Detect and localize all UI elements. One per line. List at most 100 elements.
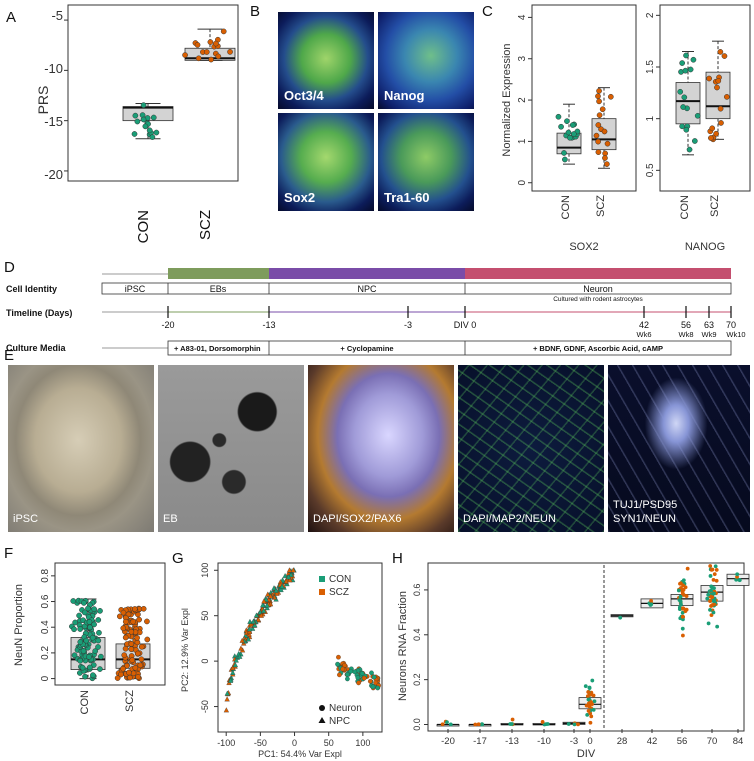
data-point xyxy=(70,598,77,604)
y-tick-label: 0 xyxy=(517,180,528,186)
neuron-point xyxy=(348,668,354,674)
map2-stain-label: DAPI/MAP2/NEUN xyxy=(463,513,556,525)
npc-point xyxy=(232,662,239,668)
data-point xyxy=(510,717,515,722)
data-point xyxy=(718,120,724,126)
npc-point xyxy=(274,590,280,596)
data-point xyxy=(676,588,681,593)
data-point xyxy=(132,664,139,671)
data-point xyxy=(72,619,79,626)
npc-point xyxy=(264,602,270,608)
x-tick-label: -100 xyxy=(217,738,235,748)
neuron-point xyxy=(359,671,365,676)
legend-npc: NPC xyxy=(329,716,350,727)
data-point xyxy=(690,56,697,63)
npc-point xyxy=(245,636,252,642)
data-point xyxy=(85,605,91,612)
npc-point xyxy=(271,585,277,591)
data-point xyxy=(678,606,682,611)
neuron-point xyxy=(355,675,361,680)
data-point xyxy=(213,40,219,47)
data-point xyxy=(618,615,623,620)
neuron-point xyxy=(342,663,348,668)
culture-media-row-box xyxy=(167,340,732,356)
data-point xyxy=(79,664,86,671)
tra160-label: Tra1-60 xyxy=(384,190,430,205)
data-point xyxy=(555,113,562,120)
data-point xyxy=(130,670,137,677)
data-point xyxy=(140,102,147,108)
data-point xyxy=(712,572,717,577)
npc-point xyxy=(252,622,258,628)
data-point xyxy=(114,675,121,681)
panel-a-ytick: -15 xyxy=(44,114,63,129)
legend-scz: SCZ xyxy=(329,587,349,598)
data-point xyxy=(709,125,716,132)
x-tick-label: -13 xyxy=(505,736,519,747)
data-point xyxy=(82,673,88,680)
data-point xyxy=(681,606,685,611)
data-point xyxy=(691,138,698,144)
npc-point xyxy=(223,707,230,713)
npc-point xyxy=(239,637,245,643)
data-point xyxy=(150,114,157,121)
data-point xyxy=(607,93,614,100)
panel-c-sox2-xtick-scz: SCZ xyxy=(595,195,607,217)
panel-h-boxes: 0.0 0.2 0.4 0.6 -20 -17 -13 -10 -3 0 28 42 56 70 84 xyxy=(412,564,750,747)
data-point xyxy=(604,140,611,147)
data-point xyxy=(98,653,104,660)
neuron-point xyxy=(336,654,341,660)
legend-con: CON xyxy=(329,574,351,585)
y-tick-label: 1 xyxy=(645,115,656,121)
npc-point xyxy=(238,645,244,651)
row-cell-identity: Cell Identity xyxy=(6,284,57,294)
npc-point xyxy=(255,616,262,622)
panel-a-chart: PRS -5 -10 -15 -20 CON SCZ xyxy=(35,4,239,243)
stage-eb: EBs xyxy=(210,284,227,294)
neuron-point xyxy=(369,670,374,676)
npc-point xyxy=(273,587,279,593)
data-point xyxy=(709,588,713,593)
panel-a-xtick-scz: SCZ xyxy=(197,210,214,240)
data-point xyxy=(80,648,87,654)
panel-f-ylabel: NeuN Proportion xyxy=(13,584,25,666)
data-point xyxy=(96,629,102,636)
data-point xyxy=(91,621,97,628)
npc-point xyxy=(224,690,230,696)
data-point xyxy=(77,639,84,645)
panel-label-c: C xyxy=(482,3,493,20)
data-point xyxy=(567,134,573,141)
x-tick-label: -20 xyxy=(441,736,455,747)
panel-e-syn-image: TUJ1/PSD95 SYN1/NEUN xyxy=(608,365,750,532)
data-point xyxy=(714,84,720,91)
panel-a-ytick: -20 xyxy=(44,167,63,182)
week-8: Wk8 xyxy=(679,330,694,339)
data-point xyxy=(124,662,130,669)
data-point xyxy=(602,155,608,161)
data-point xyxy=(717,49,724,55)
data-point xyxy=(649,598,653,603)
data-point xyxy=(683,52,689,59)
data-point xyxy=(122,634,129,641)
npc-stain-label: DAPI/SOX2/PAX6 xyxy=(313,513,402,525)
row-culture-media: Culture Media xyxy=(6,343,67,353)
tick-div0: DIV 0 xyxy=(454,320,477,330)
data-point xyxy=(595,93,601,100)
data-point xyxy=(679,123,685,130)
npc-point xyxy=(260,602,266,608)
data-point xyxy=(705,596,710,601)
data-point xyxy=(714,578,719,583)
data-point xyxy=(678,594,683,599)
data-point xyxy=(565,129,572,136)
legend-swatch-scz xyxy=(319,589,325,595)
panel-label-b: B xyxy=(250,3,260,20)
data-point xyxy=(592,699,597,704)
data-point xyxy=(596,112,603,119)
npc-point xyxy=(253,612,260,618)
npc-point xyxy=(246,628,253,634)
data-point xyxy=(585,712,590,717)
data-point xyxy=(708,574,713,578)
x-tick-label: 50 xyxy=(324,738,334,748)
y-tick-label: 2 xyxy=(517,97,528,103)
data-point xyxy=(227,49,233,55)
